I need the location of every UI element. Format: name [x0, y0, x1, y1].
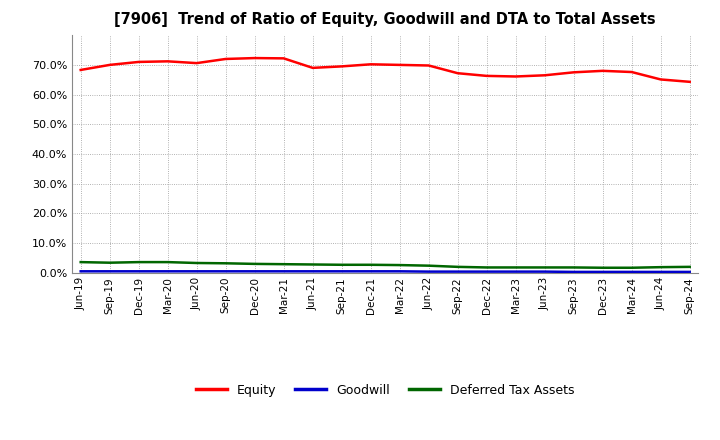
- Legend: Equity, Goodwill, Deferred Tax Assets: Equity, Goodwill, Deferred Tax Assets: [191, 379, 580, 402]
- Title: [7906]  Trend of Ratio of Equity, Goodwill and DTA to Total Assets: [7906] Trend of Ratio of Equity, Goodwil…: [114, 12, 656, 27]
